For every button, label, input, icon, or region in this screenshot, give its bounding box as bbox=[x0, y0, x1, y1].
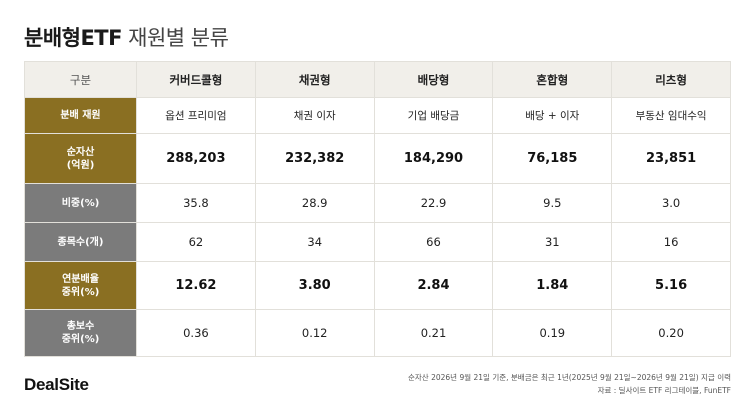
table-header-row: 구분 커버드콜형 채권형 배당형 혼합형 리츠형 bbox=[24, 61, 731, 98]
table-cell: 232,382 bbox=[254, 133, 375, 184]
page-title: 분배형ETF 재원별 분류 bbox=[24, 22, 229, 52]
header-dividend: 배당형 bbox=[373, 61, 494, 98]
table-cell: 35.8 bbox=[136, 183, 256, 223]
row-label-source: 분배 재원 bbox=[24, 97, 137, 134]
table-cell: 76,185 bbox=[492, 133, 613, 184]
footnote-source: 자료 : 딜사이트 ETF 리그테이블, FunETF bbox=[597, 386, 731, 395]
header-mixed: 혼합형 bbox=[492, 61, 613, 98]
table-cell: 0.36 bbox=[136, 309, 256, 357]
table-cell: 28.9 bbox=[254, 183, 375, 223]
table-cell: 12.62 bbox=[136, 261, 256, 310]
table-cell: 0.19 bbox=[492, 309, 613, 357]
title-bold: 분배형ETF bbox=[24, 26, 122, 50]
table-cell: 16 bbox=[611, 222, 731, 262]
table-cell: 288,203 bbox=[136, 133, 256, 184]
row-label-distribution-rate: 연분배율 중위(%) bbox=[24, 261, 137, 310]
table-cell: 0.12 bbox=[254, 309, 375, 357]
table-cell: 62 bbox=[136, 222, 256, 262]
footnotes: 순자산 2026년 9월 21일 기준, 분배금은 최근 1년(2025년 9월… bbox=[408, 371, 731, 397]
table-cell: 기업 배당금 bbox=[373, 97, 494, 134]
table-cell: 3.0 bbox=[611, 183, 731, 223]
table-cell: 2.84 bbox=[373, 261, 494, 310]
table-cell: 31 bbox=[492, 222, 613, 262]
table-cell: 부동산 임대수익 bbox=[611, 97, 731, 134]
header-bond: 채권형 bbox=[254, 61, 375, 98]
table-cell: 5.16 bbox=[611, 261, 731, 310]
row-label-fee: 총보수 중위(%) bbox=[24, 309, 137, 357]
table-row: 비중(%) 35.8 28.9 22.9 9.5 3.0 bbox=[24, 183, 731, 223]
table-cell: 옵션 프리미엄 bbox=[136, 97, 256, 134]
etf-classification-table: 구분 커버드콜형 채권형 배당형 혼합형 리츠형 분배 재원 옵션 프리미엄 채… bbox=[24, 61, 731, 357]
table-cell: 66 bbox=[373, 222, 494, 262]
row-label-count: 종목수(개) bbox=[24, 222, 137, 262]
row-label-net-assets: 순자산 (억원) bbox=[24, 133, 137, 184]
table-cell: 34 bbox=[254, 222, 375, 262]
table-row: 종목수(개) 62 34 66 31 16 bbox=[24, 222, 731, 262]
table-cell: 184,290 bbox=[373, 133, 494, 184]
header-covered-call: 커버드콜형 bbox=[136, 61, 256, 98]
table-row: 분배 재원 옵션 프리미엄 채권 이자 기업 배당금 배당 + 이자 부동산 임… bbox=[24, 97, 731, 134]
table-cell: 0.21 bbox=[373, 309, 494, 357]
table-cell: 1.84 bbox=[492, 261, 613, 310]
dealsite-logo: DealSite bbox=[24, 375, 89, 394]
title-rest: 재원별 분류 bbox=[128, 26, 229, 50]
table-cell: 23,851 bbox=[611, 133, 731, 184]
table-cell: 배당 + 이자 bbox=[492, 97, 613, 134]
table-cell: 22.9 bbox=[373, 183, 494, 223]
table-row: 순자산 (억원) 288,203 232,382 184,290 76,185 2… bbox=[24, 133, 731, 184]
table-cell: 9.5 bbox=[492, 183, 613, 223]
table-row: 총보수 중위(%) 0.36 0.12 0.21 0.19 0.20 bbox=[24, 309, 731, 357]
table-cell: 채권 이자 bbox=[254, 97, 375, 134]
header-reits: 리츠형 bbox=[611, 61, 731, 98]
header-corner: 구분 bbox=[24, 61, 137, 98]
footnote-basis: 순자산 2026년 9월 21일 기준, 분배금은 최근 1년(2025년 9월… bbox=[408, 373, 731, 382]
table-row: 연분배율 중위(%) 12.62 3.80 2.84 1.84 5.16 bbox=[24, 261, 731, 310]
table-cell: 3.80 bbox=[254, 261, 375, 310]
table-cell: 0.20 bbox=[611, 309, 731, 357]
row-label-weight: 비중(%) bbox=[24, 183, 137, 223]
